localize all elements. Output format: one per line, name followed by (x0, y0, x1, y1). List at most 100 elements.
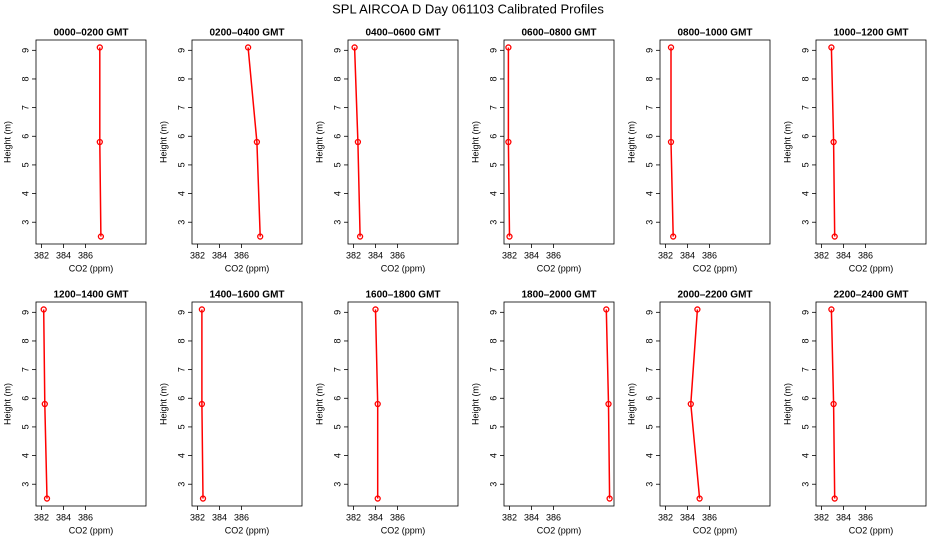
profile-line (374, 309, 379, 499)
y-axis-label: Height (m) (470, 121, 480, 163)
y-tick-label: 8 (20, 76, 30, 81)
y-tick-label: 4 (176, 191, 186, 196)
plot-frame (191, 39, 303, 245)
y-tick-label: 6 (176, 396, 186, 401)
profile-point (831, 495, 838, 502)
profile-point (687, 400, 694, 408)
x-axis-label: CO2 (ppm) (537, 525, 582, 535)
y-axis-label: Height (m) (314, 383, 324, 425)
profile-point (505, 138, 512, 146)
y-axis-label: Height (m) (314, 121, 324, 163)
y-axis-label: Height (m) (470, 383, 480, 425)
x-tick-label: 384 (56, 512, 71, 522)
y-tick-label: 9 (488, 310, 498, 315)
y-axis-label: Height (m) (782, 121, 792, 163)
x-tick-label: 386 (858, 250, 873, 260)
y-tick-label: 9 (332, 310, 342, 315)
profile-point (354, 138, 362, 146)
x-tick-label: 386 (390, 512, 405, 522)
y-tick-label: 6 (488, 396, 498, 401)
x-tick-label: 382 (658, 250, 673, 260)
profile-point (198, 306, 206, 313)
x-tick-label: 382 (658, 512, 673, 522)
y-tick-label: 4 (488, 191, 498, 196)
profile-point (40, 306, 47, 313)
y-tick-label: 5 (20, 162, 30, 167)
x-axis-label: CO2 (ppm) (225, 263, 270, 273)
y-tick-label: 5 (800, 424, 810, 429)
y-tick-label: 7 (20, 367, 30, 372)
profile-point (97, 233, 105, 240)
profile-point (606, 495, 613, 502)
x-axis-label: CO2 (ppm) (381, 525, 426, 535)
profile-line (247, 47, 261, 237)
y-tick-label: 9 (644, 48, 654, 53)
panel-title: 1000–1200 GMT (833, 28, 908, 39)
y-tick-label: 9 (332, 48, 342, 53)
panel-title: 1800–2000 GMT (521, 290, 596, 301)
y-tick-label: 5 (488, 424, 498, 429)
y-tick-label: 3 (332, 482, 342, 487)
chart-title: SPL AIRCOA D Day 061103 Calibrated Profi… (332, 1, 604, 16)
y-tick-label: 7 (800, 367, 810, 372)
x-tick-label: 382 (814, 250, 829, 260)
x-tick-label: 384 (680, 250, 695, 260)
y-tick-label: 6 (800, 134, 810, 139)
y-tick-label: 5 (644, 424, 654, 429)
x-tick-label: 382 (346, 250, 361, 260)
x-tick-label: 384 (212, 512, 227, 522)
profile-line (353, 47, 361, 237)
y-tick-label: 8 (332, 76, 342, 81)
y-tick-label: 8 (332, 338, 342, 343)
y-tick-label: 6 (20, 134, 30, 139)
y-axis-label: Height (m) (782, 383, 792, 425)
y-tick-label: 5 (800, 162, 810, 167)
profile-point (41, 400, 48, 408)
profile-point (96, 138, 103, 146)
profile-point (828, 306, 835, 313)
plot-frame (347, 39, 459, 245)
y-tick-label: 3 (20, 220, 30, 225)
y-tick-label: 4 (332, 191, 342, 196)
x-tick-label: 384 (212, 250, 227, 260)
y-tick-label: 9 (20, 310, 30, 315)
profile-line (690, 309, 701, 499)
y-tick-label: 4 (20, 191, 30, 196)
x-tick-label: 386 (390, 250, 405, 260)
x-tick-label: 386 (546, 512, 561, 522)
profile-point (356, 233, 364, 240)
y-tick-label: 3 (644, 220, 654, 225)
y-tick-label: 4 (800, 191, 810, 196)
x-axis-label: CO2 (ppm) (69, 263, 114, 273)
y-tick-label: 3 (176, 482, 186, 487)
x-tick-label: 384 (524, 512, 539, 522)
plot-frame (35, 301, 147, 507)
y-tick-label: 4 (644, 453, 654, 458)
profile-point (374, 495, 381, 502)
y-tick-label: 5 (176, 162, 186, 167)
y-tick-label: 8 (644, 338, 654, 343)
profile-point (667, 138, 675, 146)
profile-line (201, 309, 204, 499)
y-tick-label: 7 (644, 105, 654, 110)
profile-line (670, 47, 674, 237)
profile-line (507, 47, 511, 237)
x-axis-label: CO2 (ppm) (225, 525, 270, 535)
y-tick-label: 4 (644, 191, 654, 196)
x-axis-label: CO2 (ppm) (381, 263, 426, 273)
y-tick-label: 4 (800, 453, 810, 458)
x-tick-label: 386 (702, 250, 717, 260)
y-tick-label: 7 (176, 367, 186, 372)
y-tick-label: 7 (488, 105, 498, 110)
profile-point (244, 44, 252, 51)
plot-frame (503, 301, 615, 507)
y-axis-label: Height (m) (2, 383, 12, 425)
plot-frame (191, 301, 303, 507)
y-tick-label: 9 (488, 48, 498, 53)
y-tick-label: 9 (800, 310, 810, 315)
y-tick-label: 5 (488, 162, 498, 167)
x-tick-label: 386 (546, 250, 561, 260)
y-tick-label: 8 (176, 76, 186, 81)
panel-title: 0200–0400 GMT (209, 28, 284, 39)
